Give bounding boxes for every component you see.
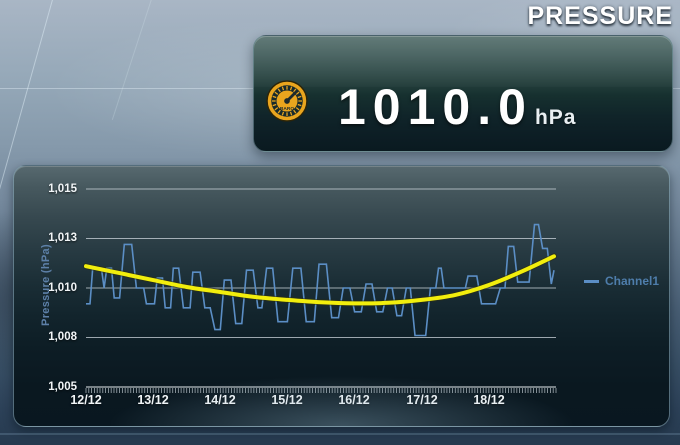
legend-line-swatch: [584, 279, 599, 283]
y-tick-label: 1,010: [48, 282, 77, 294]
trend-line: [84, 254, 556, 306]
y-tick-label: 1,013: [48, 232, 77, 244]
page-title: PRESSURE: [527, 2, 673, 30]
pressure-chart-panel: 1,015 1,013 1,010 1,008 1,005 12/12 13/1…: [13, 165, 670, 427]
gauge-reading: BARO 1010.0 hPa: [266, 80, 576, 132]
gauge-panel: BARO 1010.0 hPa: [253, 35, 673, 152]
barometer-gauge-icon: BARO: [266, 80, 308, 122]
x-tick-label: 13/12: [137, 393, 169, 407]
y-tick-label: 1,015: [48, 183, 77, 195]
pressure-unit: hPa: [534, 106, 577, 129]
x-tick-label: 16/12: [338, 393, 370, 407]
pressure-value: 1010.0: [338, 79, 533, 135]
background-seam-diagonal-2: [111, 0, 153, 120]
y-axis-title: Pressure (hPa): [40, 244, 52, 326]
x-tick-label: 14/12: [204, 393, 236, 407]
x-tick-label: 18/12: [473, 393, 505, 407]
gauge-icon-label: BARO: [280, 106, 294, 112]
Channel1-series-line: [86, 223, 555, 337]
legend-label: Channel1: [605, 274, 660, 288]
x-tick-label: 12/12: [70, 393, 102, 407]
y-tick-label: 1,008: [48, 331, 77, 343]
chart-legend: Channel1: [584, 274, 659, 288]
x-tick-label: 17/12: [406, 393, 438, 407]
y-tick-label: 1,005: [48, 381, 77, 393]
x-tick-label: 15/12: [271, 393, 303, 407]
pressure-chart-plot: [83, 188, 557, 393]
background-seam-bottom: [0, 433, 680, 435]
